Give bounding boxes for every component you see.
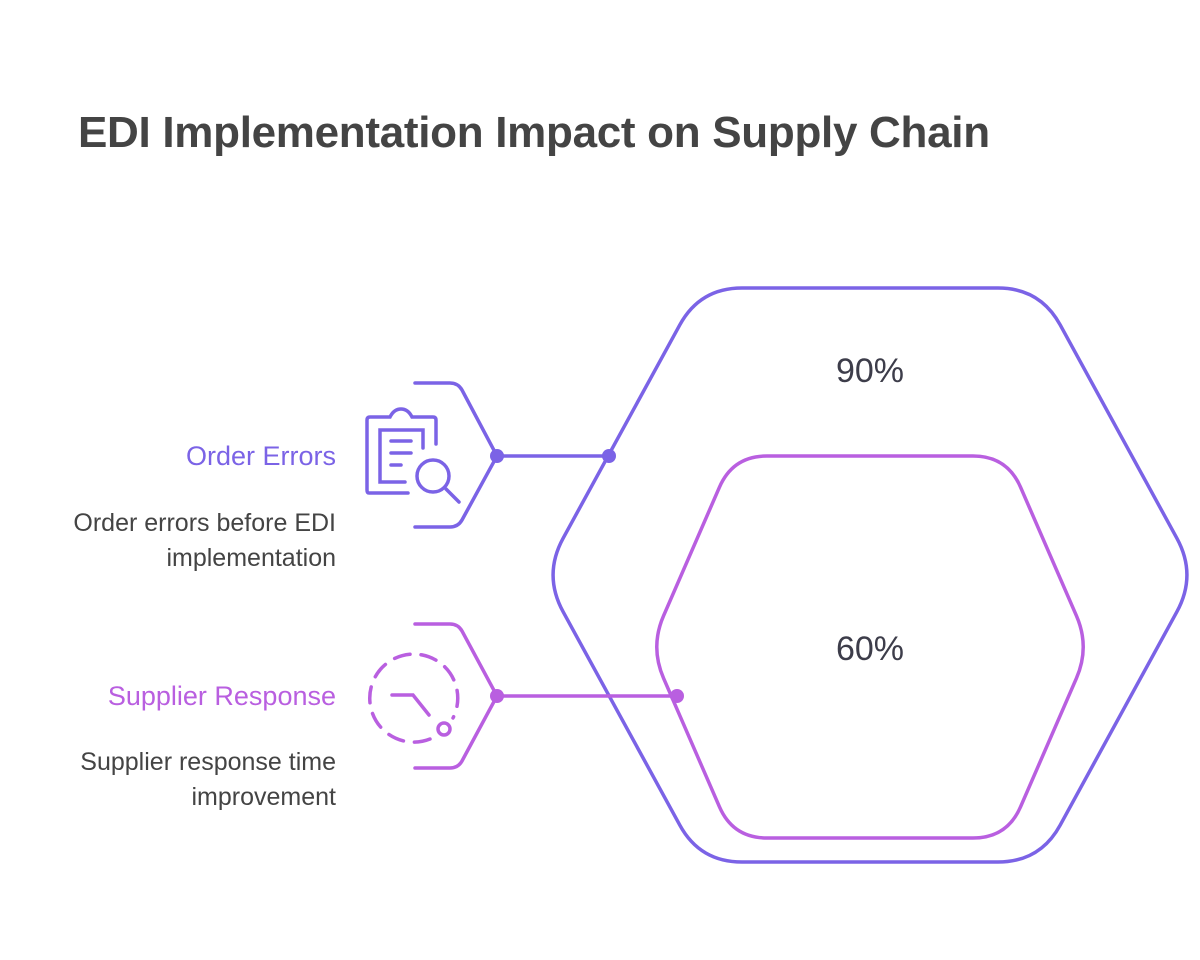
clock-dashed-icon xyxy=(368,652,460,744)
supplier-response-dot-right xyxy=(670,689,684,703)
order-errors-description: Order errors before EDI implementation xyxy=(73,509,336,572)
supplier-response-label: Supplier Response xyxy=(107,681,336,711)
order-errors-bracket xyxy=(413,381,499,529)
order-errors-dot-left xyxy=(490,449,504,463)
clipboard-search-icon xyxy=(365,407,461,504)
supplier-response-value: 60% xyxy=(835,630,905,668)
page-title: EDI Implementation Impact on Supply Chai… xyxy=(78,108,990,157)
order-errors-value: 90% xyxy=(835,352,905,390)
inner-hexagon-supplier-response xyxy=(655,454,1085,840)
supplier-response-description: Supplier response time improvement xyxy=(80,748,336,811)
supplier-response-dot-left xyxy=(490,689,504,703)
order-errors-dot-right xyxy=(602,449,616,463)
order-errors-label: Order Errors xyxy=(185,441,336,471)
outer-hexagon-order-errors xyxy=(551,286,1189,864)
